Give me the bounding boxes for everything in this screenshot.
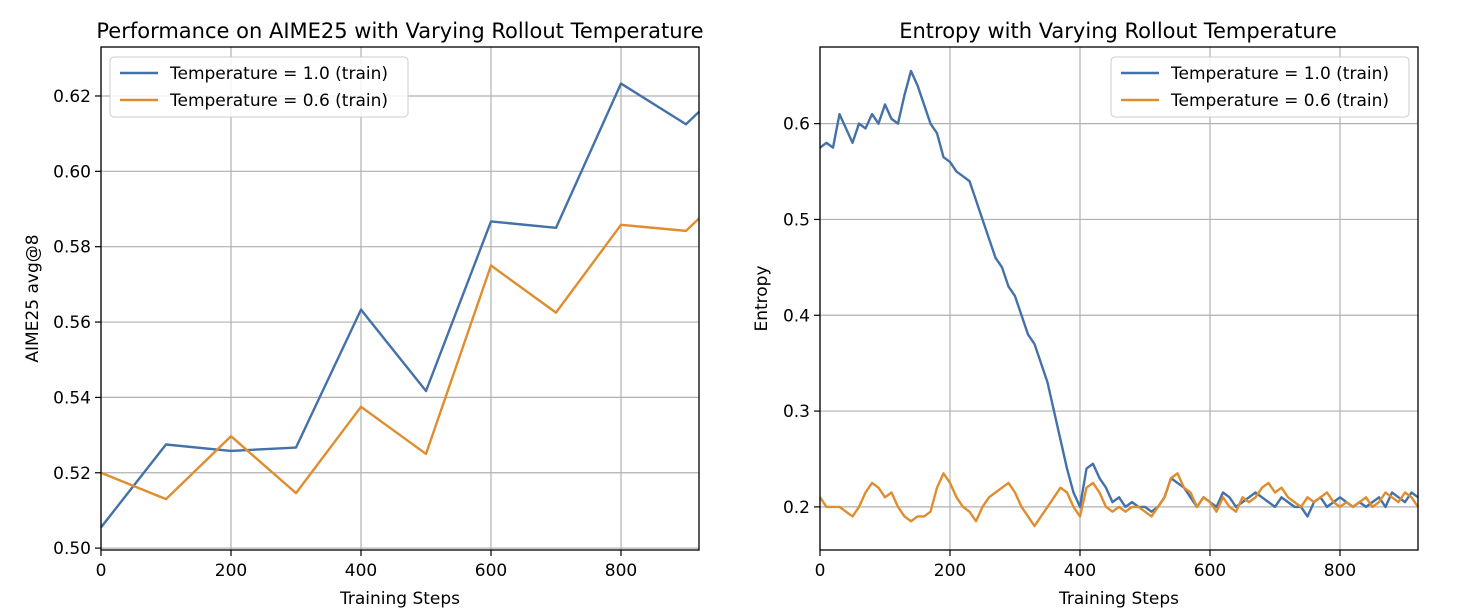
- x-axis-label: Training Steps: [339, 589, 460, 609]
- y-tick-label: 0.62: [53, 87, 91, 107]
- chart-panel-1: 0 200 400 600 800 0.50 0.52 0.54 0.56 0.58 0.60 0.6…: [23, 19, 704, 609]
- legend: Temperature = 1.0 (train) Temperature = 0…: [109, 56, 409, 118]
- y-tick-label: 0.60: [53, 162, 91, 182]
- y-tick-label: 0.2: [783, 498, 810, 518]
- y-tick-label: 0.5: [783, 210, 810, 230]
- legend-box: [109, 56, 409, 118]
- y-tick-label: 0.58: [53, 238, 91, 258]
- legend-box: [1110, 56, 1410, 118]
- y-tick-label: 0.56: [53, 313, 91, 333]
- x-tick-label: 0: [815, 561, 826, 581]
- x-tick-label: 200: [934, 561, 966, 581]
- series-line-2: [819, 472, 1419, 528]
- x-tick-label: 600: [1194, 561, 1226, 581]
- legend-label-2: Temperature = 0.6 (train): [169, 91, 388, 111]
- x-tick-label: 0: [96, 561, 107, 581]
- y-tick-label: 0.6: [783, 115, 810, 135]
- legend-label-2: Temperature = 0.6 (train): [1170, 91, 1389, 111]
- y-tick-label: 0.3: [783, 402, 810, 422]
- y-axis-label: Entropy: [752, 265, 772, 331]
- y-tick-label: 0.52: [53, 464, 91, 484]
- x-axis-label: Training Steps: [1058, 589, 1179, 609]
- x-tick-label: 200: [215, 561, 247, 581]
- legend-label-1: Temperature = 1.0 (train): [169, 64, 388, 84]
- chart-panel-2: 0 200 400 600 800 0.2 0.3 0.4 0.5 0.6 Entropy with…: [752, 19, 1419, 609]
- x-tick-label: 800: [605, 561, 637, 581]
- x-tick-label: 400: [1064, 561, 1096, 581]
- y-tick-label: 0.54: [53, 388, 91, 408]
- chart-title: Performance on AIME25 with Varying Rollo…: [96, 19, 703, 43]
- y-tick-label: 0.4: [783, 306, 810, 326]
- series-line-1: [819, 69, 1419, 518]
- plot-frame: [819, 46, 1419, 551]
- x-tick-label: 600: [475, 561, 507, 581]
- x-tick-label: 800: [1324, 561, 1356, 581]
- y-tick-label: 0.50: [53, 539, 91, 559]
- chart-title: Entropy with Varying Rollout Temperature: [899, 19, 1337, 43]
- y-axis-label: AIME25 avg@8: [23, 234, 43, 362]
- plot-frame: [100, 46, 700, 551]
- legend-label-1: Temperature = 1.0 (train): [1170, 64, 1389, 84]
- series-line-1: [100, 82, 700, 529]
- x-tick-label: 400: [345, 561, 377, 581]
- legend: Temperature = 1.0 (train) Temperature = 0…: [1110, 56, 1410, 118]
- series-line-2: [100, 217, 700, 501]
